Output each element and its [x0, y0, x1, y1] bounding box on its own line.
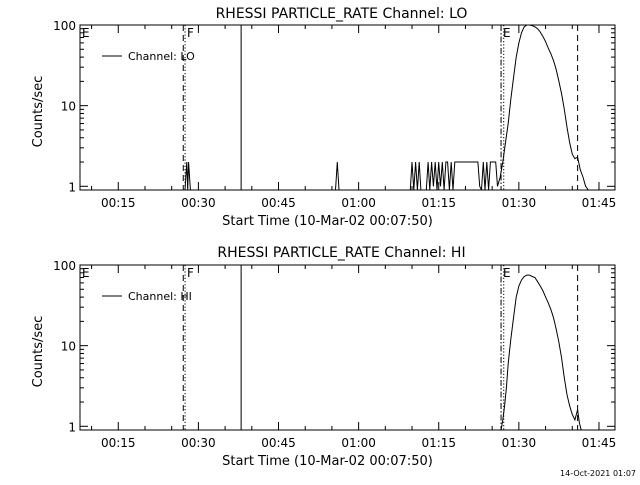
x-axis-label: Start Time (10-Mar-02 00:07:50)	[222, 214, 433, 229]
x-tick-label: 01:00	[341, 196, 376, 210]
event-marker-label: E	[503, 26, 511, 40]
y-axis-label: Counts/sec	[31, 76, 46, 148]
x-tick-label: 00:45	[261, 436, 296, 450]
y-tick-label: 100	[53, 19, 76, 33]
y-tick-label: 10	[61, 340, 76, 354]
x-tick-label: 00:45	[261, 196, 296, 210]
series-line	[184, 25, 589, 190]
event-marker-label: E	[82, 26, 90, 40]
x-tick-label: 01:15	[421, 436, 456, 450]
event-marker-label: F	[187, 266, 194, 280]
x-tick-label: 01:30	[502, 196, 537, 210]
chart-title: RHESSI PARTICLE_RATE Channel: HI	[217, 245, 465, 261]
x-tick-label: 01:15	[421, 196, 456, 210]
legend-entry: Channel: HI	[128, 290, 192, 303]
footer-timestamp: 14-Oct-2021 01:07	[560, 469, 636, 478]
x-tick-label: 00:15	[101, 436, 136, 450]
x-tick-label: 00:30	[181, 436, 216, 450]
y-tick-label: 1	[68, 180, 76, 194]
panel-hi: RHESSI PARTICLE_RATE Channel: HI 1 10 100 00…	[31, 245, 616, 469]
panel-lo: RHESSI PARTICLE_RATE Channel: LO 1 10 100 00…	[31, 6, 616, 229]
x-tick-label: 01:45	[582, 196, 617, 210]
event-marker-label: E	[503, 266, 511, 280]
x-tick-label: 01:45	[582, 436, 617, 450]
legend-entry: Channel: LO	[128, 50, 195, 63]
x-axis-label: Start Time (10-Mar-02 00:07:50)	[222, 454, 433, 469]
y-tick-label: 10	[61, 100, 76, 114]
event-marker-label: E	[82, 266, 90, 280]
x-tick-label: 01:00	[341, 436, 376, 450]
x-tick-label: 00:30	[181, 196, 216, 210]
x-tick-label: 00:15	[101, 196, 136, 210]
event-marker-label: F	[187, 26, 194, 40]
y-tick-label: 1	[68, 420, 76, 434]
series-line	[500, 274, 582, 430]
y-tick-label: 100	[53, 259, 76, 273]
y-axis-label: Counts/sec	[31, 316, 46, 388]
x-tick-label: 01:30	[502, 436, 537, 450]
plot-frame	[79, 264, 616, 431]
chart-title: RHESSI PARTICLE_RATE Channel: LO	[216, 6, 468, 22]
